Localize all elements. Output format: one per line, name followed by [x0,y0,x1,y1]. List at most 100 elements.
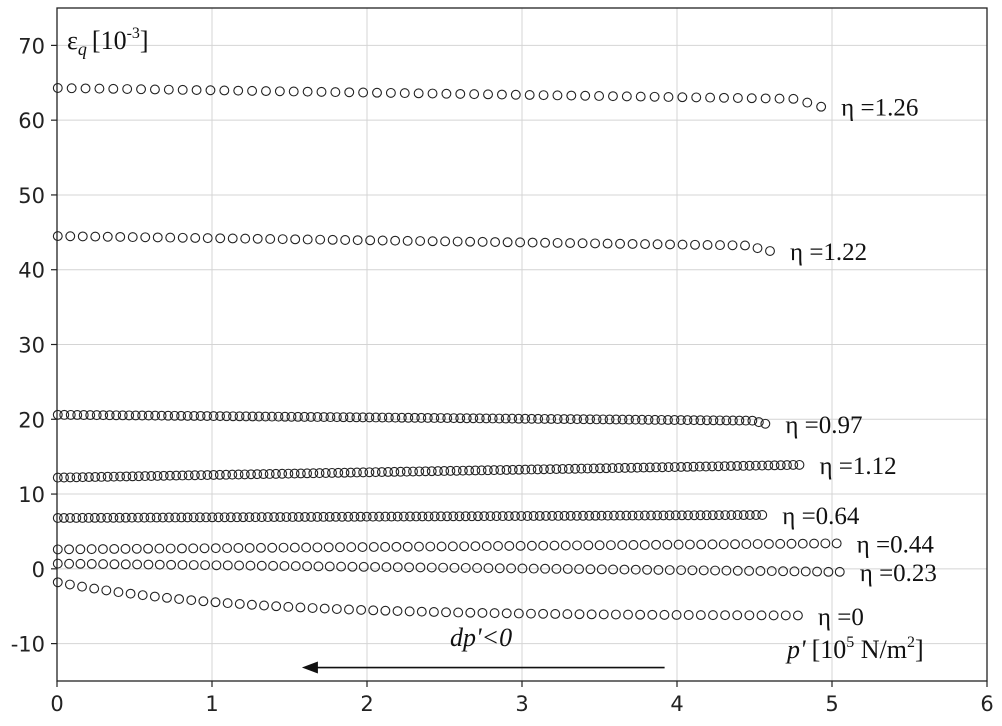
data-point [115,231,126,242]
data-point [355,511,366,522]
data-point [414,466,425,477]
data-point [199,543,210,554]
data-point [683,510,694,521]
data-point [707,461,718,472]
data-point [489,608,500,619]
data-point [320,468,331,478]
data-point [687,565,698,576]
data-point [718,539,729,550]
data-point [578,510,588,521]
data-point [557,464,568,474]
data-point [591,414,602,425]
data-point [823,566,834,577]
data-point [222,543,233,554]
data-point [411,511,422,522]
data-point [290,561,301,572]
data-point [515,540,526,551]
data-point [194,512,205,523]
series-6 [52,538,842,555]
data-point [244,542,255,553]
data-point [94,83,105,94]
data-point [156,410,167,421]
data-point [383,466,394,477]
data-point [370,561,381,572]
data-point [98,559,109,570]
data-point [233,85,244,96]
data-point [714,415,725,426]
data-point [768,610,779,621]
data-point [207,512,218,523]
data-point [720,610,731,621]
data-point [598,609,609,620]
data-point [698,565,709,576]
data-point [747,415,758,426]
data-point [588,463,599,474]
data-point [658,510,669,521]
data-point [541,510,551,521]
data-point [120,512,131,523]
data-point [240,233,251,244]
data-point [351,467,362,478]
data-point [476,465,487,476]
data-point [720,510,731,521]
data-point [705,92,716,103]
data-point [333,467,344,478]
data-point [143,543,154,554]
data-point [669,415,680,425]
data-point [158,470,169,481]
data-point [422,412,433,423]
series-layer [52,83,845,621]
data-point [188,512,199,523]
data-point [494,413,505,424]
data-point [552,90,563,101]
data-point [562,609,573,620]
data-point [115,471,126,482]
data-point [414,541,424,552]
data-point [177,232,188,243]
data-point [347,561,358,572]
data-point [757,510,768,520]
data-point [315,234,326,245]
data-point [132,559,143,570]
data-point [454,511,465,522]
data-point [325,412,336,423]
data-point [538,608,549,619]
data-point [403,412,414,423]
data-point [694,461,705,472]
data-point [166,559,177,570]
data-point [190,232,201,243]
data-point [610,609,621,620]
data-point [365,235,376,246]
data-point [345,467,356,478]
data-point [596,510,607,521]
data-point [117,410,128,421]
data-point [650,414,660,425]
data-point [477,607,488,618]
x-tick-label: 5 [825,692,838,716]
data-point [788,93,799,104]
data-point [570,463,581,474]
data-point [653,564,664,575]
data-point [565,414,576,425]
data-point [820,538,831,549]
data-point [165,543,176,554]
data-point [120,543,131,554]
data-point [831,538,842,549]
data-point [473,511,483,522]
data-point [517,563,528,574]
data-point [164,512,174,523]
data-point [515,237,526,248]
data-point [415,562,426,573]
data-point [143,410,154,421]
data-point [695,415,706,426]
data-point [96,471,107,482]
data-point [52,544,63,555]
data-point [551,563,562,574]
data-point [545,464,556,475]
data-point [513,608,524,619]
data-point [797,538,808,549]
data-point [710,565,721,576]
data-point [755,566,766,576]
data-point [611,414,621,425]
data-point [528,511,539,521]
